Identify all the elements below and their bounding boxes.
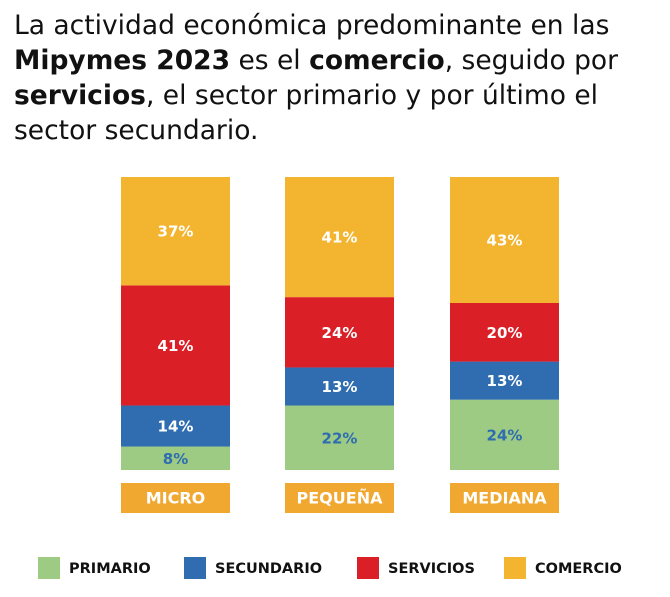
value-label: 43% [487,231,523,249]
bar-segment [450,177,559,303]
category-box [450,483,559,513]
category-box [285,483,394,513]
title-part: servicios [14,80,146,111]
bar-segment [450,361,559,400]
value-label: 13% [487,372,523,390]
title-part: , seguido por [444,45,619,76]
bar-segment [285,367,394,406]
bar-segment [121,177,230,286]
value-label: 8% [163,450,188,468]
legend-swatch [504,557,526,579]
value-label: 22% [322,429,358,447]
bar-segment [285,405,394,470]
title-part: comercio [309,45,445,76]
bar-segment [450,399,559,470]
legend-label: SECUNDARIO [215,561,322,577]
title-part: es el [230,45,310,76]
category-box [121,483,230,513]
legend-label: COMERCIO [535,561,622,577]
value-label: 13% [322,378,358,396]
bar-segment [285,177,394,298]
title-part: La actividad económica predominante en l… [14,10,610,41]
value-label: 41% [322,229,358,247]
chart-title: La actividad económica predominante en l… [14,8,664,148]
value-label: 24% [322,324,358,342]
bar-segment [121,446,230,470]
x-tick-label: MEDIANA [462,489,547,508]
legend-label: PRIMARIO [69,561,151,577]
x-tick-label: PEQUEÑA [297,489,384,508]
value-label: 14% [158,418,194,436]
value-label: 37% [158,223,194,241]
bar-segment [450,302,559,362]
legend-label: SERVICIOS [388,561,475,577]
bar-segment [121,405,230,447]
legend-swatch [357,557,379,579]
bar-segment [121,285,230,406]
value-label: 20% [487,324,523,342]
x-tick-label: MICRO [146,489,206,508]
bar-segment [285,297,394,368]
title-part: Mipymes 2023 [14,45,231,76]
legend-swatch [184,557,206,579]
value-label: 24% [487,426,523,444]
title-part: , el sector primario y por último el sec… [14,80,599,146]
value-label: 41% [158,337,194,355]
legend-swatch [38,557,60,579]
